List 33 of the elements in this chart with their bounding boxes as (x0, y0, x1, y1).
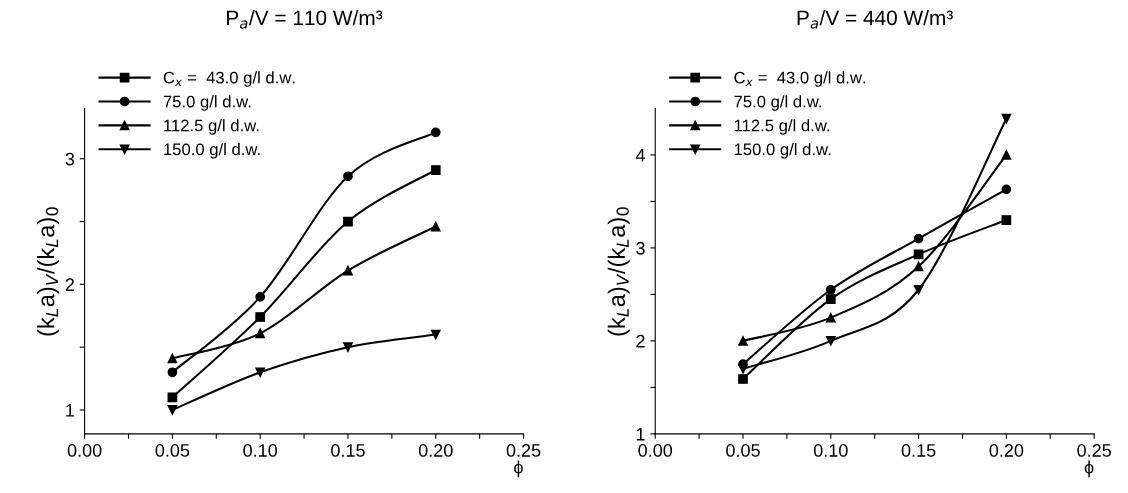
chart-title: P$_{a}$/V = 110 W/m³ (227, 9, 383, 29)
x-tick-label: 0.15 (901, 444, 936, 457)
chart-title: P$_{a}$/V = 440 W/m³ (797, 9, 953, 29)
x-tick-label: 0.00 (638, 444, 673, 457)
legend-label: 112.5 g/l d.w. (164, 119, 259, 135)
legend-label: 112.5 g/l d.w. (734, 119, 830, 135)
x-tick-label: 0.20 (418, 444, 453, 457)
x-tick-label: 0.25 (1077, 444, 1111, 457)
y-tick-label: 3 (65, 152, 75, 166)
y-tick-label: 2 (65, 278, 74, 291)
legend-label: 75.0 g/l d.w. (163, 95, 251, 111)
x-tick-label: 0.25 (506, 444, 541, 457)
x-axis-title: ϕ (514, 460, 523, 478)
legend-label: C$_{x}$ = 43.0 g/l d.w. (163, 71, 295, 87)
y-axis-title: (k$_{L}$a)$_{V}$/(k$_{L}$a)$_{0}$ (37, 207, 60, 336)
legend-label: C$_{x}$ = 43.0 g/l d.w. (734, 71, 866, 87)
y-axis-title: (k$_{L}$a)$_{V}$/(k$_{L}$a)$_{0}$ (607, 207, 630, 336)
legend-label: 75.0 g/l d.w. (734, 95, 821, 111)
x-tick-label: 0.00 (67, 444, 102, 457)
y-tick-label: 1 (636, 427, 645, 441)
x-tick-label: 0.05 (155, 444, 190, 457)
x-tick-label: 0.05 (726, 444, 760, 457)
legend-label: 150.0 g/l d.w. (734, 143, 831, 159)
x-tick-label: 0.20 (989, 444, 1024, 457)
y-tick-label: 3 (636, 241, 645, 255)
x-tick-label: 0.15 (331, 444, 365, 457)
x-axis-title: ϕ (1084, 460, 1094, 478)
y-tick-label: 4 (635, 149, 645, 162)
x-tick-label: 0.10 (813, 444, 848, 457)
y-tick-label: 1 (66, 404, 74, 417)
legend-label: 150.0 g/l d.w. (164, 143, 260, 159)
x-tick-label: 0.10 (243, 444, 278, 457)
y-tick-label: 2 (636, 334, 645, 348)
